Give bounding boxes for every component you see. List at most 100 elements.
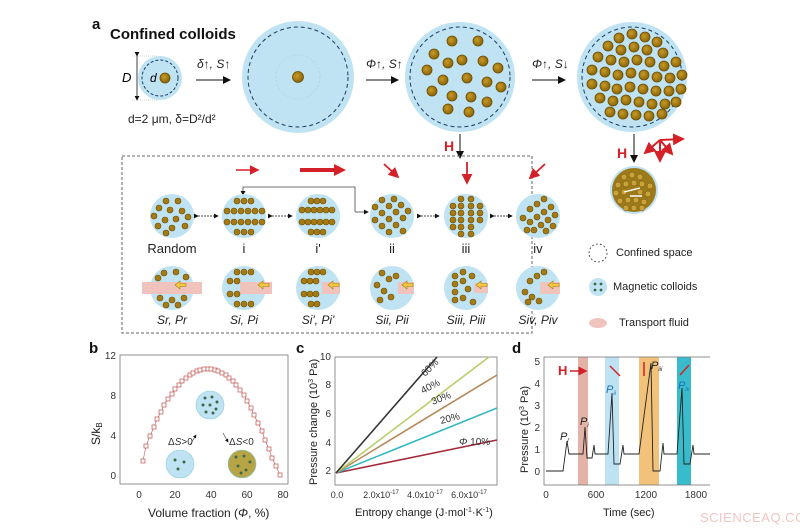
state-sp-iv: Siv, Piv [518,313,558,327]
size-caption: d=2 μm, δ=D²/d² [128,112,216,126]
panel-a-diagram: D d [121,21,688,334]
panel-d-letter: d [512,340,522,357]
legend-magnetic-colloids: Magnetic colloids [613,281,698,293]
state-sp-i: Si, Pi [229,313,258,327]
panel-a-letter: a [92,16,101,33]
panel-a-title: Confined colloids [110,26,236,43]
chart-d-field-label: H [558,363,567,378]
svg-text:Pii: Pii [606,384,617,397]
svg-text:4: 4 [534,379,540,390]
dim-D-label: D [122,70,131,85]
legend-confined-space: Confined space [616,247,693,259]
chart-b-ylabel: S/kB [89,422,104,445]
svg-text:Pi: Pi [580,416,589,429]
legend-transport-fluid: Transport fluid [619,317,689,329]
svg-text:4.0x10-17: 4.0x10-17 [407,490,443,500]
chart-c-lines [335,356,498,474]
svg-text:20: 20 [169,490,181,501]
svg-text:1: 1 [534,445,540,456]
chart-b-xticks: 0 20 40 60 80 [136,490,289,501]
dim-d-label: d [150,71,157,85]
arrow-2-label: Φ↑, S↑ [366,57,403,71]
chart-b-markers [140,366,283,478]
state-label-i: i [242,241,246,256]
svg-text:2: 2 [325,466,331,477]
chart-d: 0 1 2 3 4 5 0 600 1200 1800 Time (sec) Pressure … [519,356,710,519]
inset-dilute-icon [165,449,195,479]
svg-text:6: 6 [325,409,331,420]
chart-d-trace [546,362,710,472]
state-sp-random: Sr, Pr [156,313,187,327]
svg-text:Φ 10%: Φ 10% [459,437,490,448]
state-row-top [150,194,560,238]
medium-density-circle [405,22,515,132]
chart-c: 10 8 6 4 2 0.0 2.0x10-17 4.0x10-17 6.0x10-17… [308,352,498,519]
state-label-random: Random [147,241,197,256]
svg-text:10: 10 [320,352,332,363]
arrow-3-label: Φ↑, S↓ [532,57,569,71]
svg-text:2.0x10-17: 2.0x10-17 [363,490,399,500]
chart-b-yticks: 12 8 4 0 [105,351,117,482]
chart-d-ylabel: Pressure (103 Pa) [519,386,531,473]
svg-text:4: 4 [110,431,116,442]
svg-text:600: 600 [588,490,605,501]
chart-c-yticks: 10 8 6 4 2 [320,352,332,477]
chart-d-yticks: 0 1 2 3 4 5 [534,357,540,478]
watermark: SCIENCEAQ.COM [700,510,800,525]
chart-d-xlabel: Time (sec) [603,507,655,519]
state-field-arrows [236,162,546,185]
states-box [121,155,533,334]
chart-c-ylabel: Pressure change (103 Pa) [308,359,320,485]
chart-b-plot-area [119,354,289,485]
chart-b-xlabel: Volume fraction (Φ, %) [148,506,269,520]
svg-text:0: 0 [136,490,142,501]
svg-text:0: 0 [534,467,540,478]
svg-text:1200: 1200 [635,490,658,501]
svg-text:6.0x10-17: 6.0x10-17 [451,490,487,500]
svg-text:Piii: Piii [651,360,663,373]
dashed-circle-icon [588,243,608,263]
colloid-circle-icon [589,278,607,296]
state-label-iii: iii [461,241,471,256]
dilute-circle [242,21,354,133]
small-confined-circle [132,52,182,101]
svg-text:0: 0 [110,471,116,482]
field-label-2: H [617,145,628,161]
chart-c-xlabel: Entropy change (J·mol-1·K-1) [355,507,493,519]
svg-text:0: 0 [543,490,549,501]
state-label-iv: iv [533,241,543,256]
svg-text:60: 60 [241,490,253,501]
svg-text:80: 80 [277,490,289,501]
state-sp-iii: Siii, Piii [446,313,486,327]
fluid-blob-icon [589,318,607,328]
multi-direction-field-icon [643,133,685,163]
svg-text:20%: 20% [439,411,461,427]
state-sp-ii: Sii, Pii [375,313,409,327]
svg-text:0.0: 0.0 [331,490,344,500]
svg-text:40: 40 [205,490,217,501]
chart-c-xticks: 0.0 2.0x10-17 4.0x10-17 6.0x10-17 [331,490,488,500]
annotation-ds-negative: ΔS<0 [229,437,254,448]
state-sp-i-prime: Si', Pi' [301,313,335,327]
svg-text:5: 5 [534,357,540,368]
panel-b-letter: b [89,340,99,357]
svg-text:3: 3 [534,401,540,412]
chart-c-plot-area [334,356,498,486]
dense-circle [577,22,688,132]
panel-c-letter: c [296,340,305,357]
svg-text:4: 4 [325,438,331,449]
svg-text:2: 2 [534,423,540,434]
svg-text:Pr: Pr [560,431,570,444]
svg-text:8: 8 [325,380,331,391]
chart-d-xticks: 0 600 1200 1800 [543,490,707,501]
state-row-bottom [142,266,560,310]
state-label-i-prime: i' [315,241,321,256]
annotation-ds-positive: ΔS>0 [168,437,193,448]
chart-d-shaded-regions [578,357,691,485]
aggregated-cluster [610,166,658,214]
chart-d-plot-area [543,356,710,486]
svg-text:12: 12 [105,351,117,362]
svg-text:8: 8 [110,391,116,402]
svg-text:1800: 1800 [685,490,708,501]
